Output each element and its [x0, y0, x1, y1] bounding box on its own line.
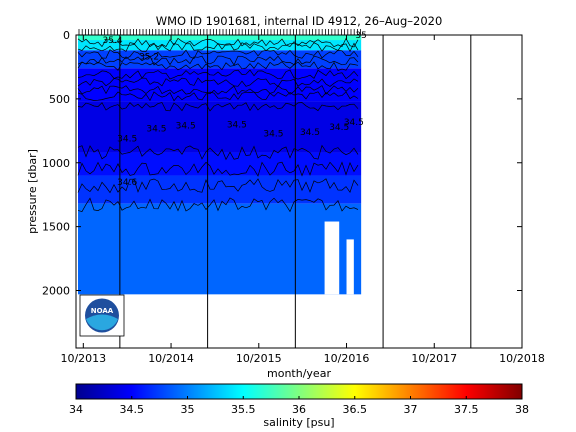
colorbar-tick-label: 38: [515, 403, 529, 416]
contour-line: [77, 49, 359, 60]
colorbar-tick-label: 35.5: [231, 403, 256, 416]
contour-line: [77, 85, 359, 95]
plot-frame: [75, 34, 523, 349]
salinity-field: [78, 35, 362, 295]
x-tick-label: 10/2013: [60, 352, 106, 365]
salinity-contours: [77, 37, 359, 213]
colorbar: 34 34.5 35 35.5 36 36.5 37 37.5 38 salinity [psu…: [69, 383, 529, 429]
contour-label: 34.5: [227, 120, 247, 130]
salinity-band: [78, 152, 362, 176]
contour-label: 35.4: [103, 36, 123, 46]
colorbar-tick-label: 35: [181, 403, 195, 416]
x-axis-label: month/year: [267, 367, 331, 380]
colorbar-tick-label: 34.5: [120, 403, 145, 416]
x-tick-label: 10/2018: [499, 352, 545, 365]
year-marker-lines: [119, 35, 472, 348]
salinity-band: [78, 50, 362, 69]
y-tick-label: 0: [63, 29, 70, 42]
colorbar-label: salinity [psu]: [263, 416, 334, 429]
y-axis-ticks: 0 500 1000 1500 2000: [42, 29, 522, 298]
contour-label: 34.5: [344, 118, 364, 128]
contour-label: 34.5: [329, 123, 349, 133]
colorbar-ticks: 34 34.5 35 35.5 36 36.5 37 37.5 38: [69, 396, 529, 416]
colorbar-tick-label: 37: [404, 403, 418, 416]
contour-line: [77, 55, 359, 66]
contour-line: [77, 144, 359, 161]
y-tick-label: 1000: [42, 157, 70, 170]
top-profile-ticks: [78, 29, 362, 35]
contour-label: 34.5: [117, 134, 137, 144]
contour-labels: 35.435.234.534.5 34.5 34.534.5 34.534.534.5…: [103, 31, 367, 188]
colorbar-tick-label: 36.5: [343, 403, 368, 416]
surface-band: [78, 35, 362, 41]
noaa-logo-text: NOAA: [91, 307, 114, 315]
noaa-logo: NOAA: [79, 294, 125, 337]
contour-line: [77, 69, 359, 80]
chart-title: WMO ID 1901681, internal ID 4912, 26–Aug…: [156, 14, 443, 28]
contour-label: 34.5: [263, 129, 283, 139]
contour-line: [77, 102, 359, 112]
salinity-band: [78, 203, 362, 295]
salinity-band: [78, 101, 362, 153]
colorbar-tick-label: 34: [69, 403, 83, 416]
contour-label: 34.5: [146, 124, 166, 134]
contour-label: 34.5: [176, 122, 196, 132]
contour-label: 35: [355, 31, 366, 41]
colorbar-tick-label: 36: [292, 403, 306, 416]
y-tick-label: 1500: [42, 221, 70, 234]
contour-label: 34.6: [117, 178, 137, 188]
contour-label: 34.5: [300, 128, 320, 138]
x-tick-label: 10/2016: [324, 352, 370, 365]
plot-area: 35.435.234.534.5 34.5 34.534.5 34.534.534.5…: [42, 29, 545, 365]
y-axis-label: pressure [dbar]: [26, 149, 39, 234]
y-tick-label: 2000: [42, 285, 70, 298]
contour-line: [77, 37, 359, 48]
data-gap: [324, 221, 340, 295]
contour-line: [77, 161, 359, 177]
contour-line: [77, 77, 359, 88]
data-gaps: [324, 221, 354, 295]
y-tick-label: 500: [49, 93, 70, 106]
contour-line: [77, 197, 359, 213]
contour-line: [77, 91, 359, 102]
contour-line: [77, 178, 359, 194]
contour-label: 35.2: [139, 53, 159, 63]
x-axis-ticks: 10/2013 10/2014 10/2015 10/2016 10/2017 10/20…: [60, 35, 545, 365]
colorbar-tick-label: 37.5: [454, 403, 479, 416]
x-tick-label: 10/2015: [236, 352, 282, 365]
x-tick-label: 10/2017: [411, 352, 457, 365]
x-tick-label: 10/2014: [148, 352, 194, 365]
contour-line: [77, 61, 359, 71]
data-gap: [346, 239, 354, 295]
